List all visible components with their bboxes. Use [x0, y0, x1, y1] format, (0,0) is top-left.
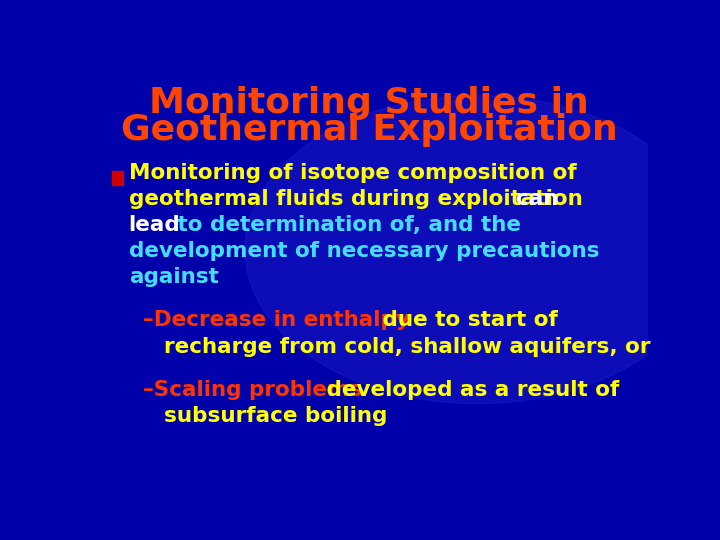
Text: developed as a result of: developed as a result of	[320, 380, 620, 400]
Text: can: can	[500, 189, 558, 209]
Bar	[112, 171, 122, 185]
Text: Geothermal Exploitation: Geothermal Exploitation	[121, 113, 617, 147]
Text: –Decrease in enthalpy: –Decrease in enthalpy	[143, 310, 410, 330]
Text: lead: lead	[129, 215, 181, 235]
Text: against: against	[129, 267, 219, 287]
Text: recharge from cold, shallow aquifers, or: recharge from cold, shallow aquifers, or	[163, 336, 650, 356]
Text: –Scaling problems: –Scaling problems	[143, 380, 362, 400]
Text: subsurface boiling: subsurface boiling	[163, 406, 387, 426]
Text: development of necessary precautions: development of necessary precautions	[129, 241, 599, 261]
Text: due to start of: due to start of	[375, 310, 558, 330]
Text: geothermal fluids during exploitation: geothermal fluids during exploitation	[129, 189, 582, 209]
Text: to determination of, and the: to determination of, and the	[170, 215, 521, 235]
Text: Monitoring Studies in: Monitoring Studies in	[149, 86, 589, 120]
Text: Monitoring of isotope composition of: Monitoring of isotope composition of	[129, 163, 577, 183]
Ellipse shape	[245, 96, 710, 403]
